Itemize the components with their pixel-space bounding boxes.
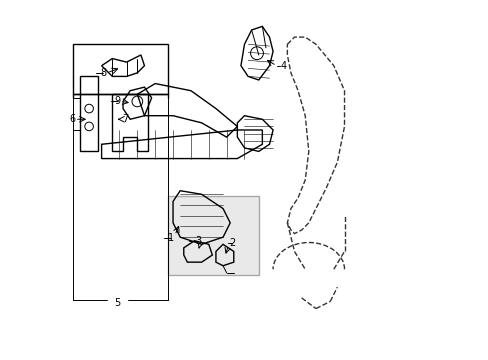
- Text: 6: 6: [69, 114, 75, 124]
- Text: 2: 2: [228, 238, 235, 248]
- Text: 4: 4: [280, 61, 286, 71]
- Text: 9: 9: [114, 96, 121, 107]
- Text: 1: 1: [168, 233, 174, 243]
- Text: 5: 5: [114, 298, 121, 308]
- Text: 3: 3: [195, 237, 201, 247]
- Bar: [167, 196, 258, 275]
- Text: 8: 8: [100, 68, 106, 78]
- Text: 7: 7: [122, 114, 128, 124]
- Bar: [73, 44, 167, 94]
